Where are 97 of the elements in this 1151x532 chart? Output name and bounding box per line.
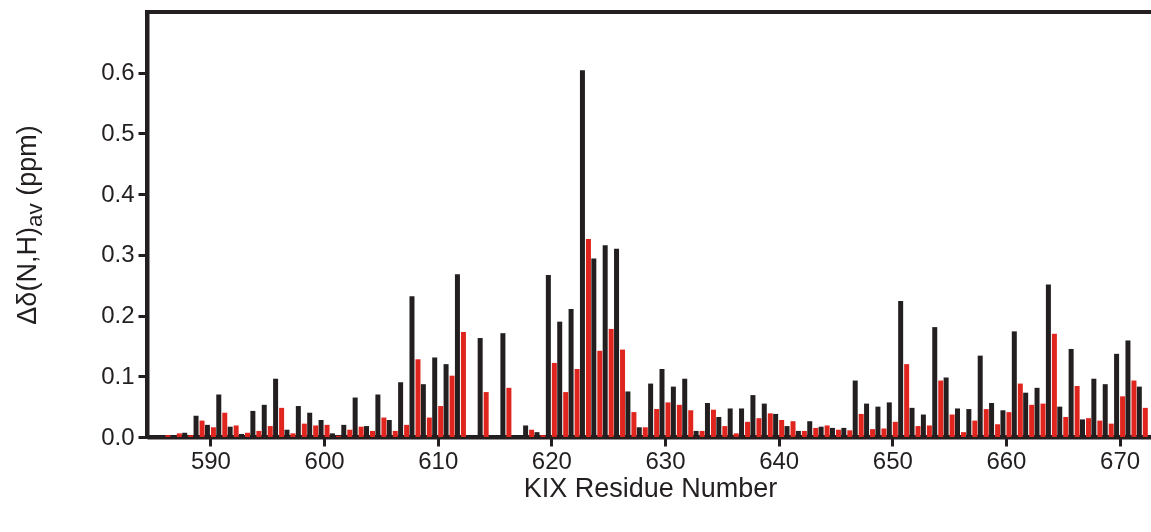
bar bbox=[301, 423, 307, 437]
bar bbox=[790, 421, 796, 437]
bar bbox=[585, 239, 591, 437]
bar bbox=[654, 409, 660, 437]
bar bbox=[858, 413, 864, 437]
bar bbox=[1108, 423, 1114, 437]
bar bbox=[631, 412, 637, 437]
bar bbox=[870, 429, 876, 437]
bar bbox=[210, 427, 216, 437]
bar bbox=[983, 409, 989, 437]
y-tick-label: 0.2 bbox=[101, 301, 135, 329]
bar bbox=[551, 362, 557, 437]
bar bbox=[392, 430, 398, 437]
bar bbox=[1006, 412, 1012, 437]
bar bbox=[813, 427, 819, 437]
bar bbox=[1085, 418, 1091, 437]
bar bbox=[881, 428, 887, 437]
bar bbox=[847, 430, 853, 437]
bar bbox=[824, 425, 830, 437]
bar bbox=[483, 392, 489, 437]
bar bbox=[1120, 396, 1126, 437]
bar bbox=[460, 331, 466, 437]
bar bbox=[949, 414, 955, 437]
bar bbox=[370, 430, 376, 437]
y-tick-label: 0.6 bbox=[101, 58, 135, 86]
bar bbox=[1017, 383, 1023, 437]
x-tick-label: 630 bbox=[645, 446, 686, 474]
bar bbox=[245, 432, 251, 437]
bar bbox=[1074, 386, 1080, 437]
x-tick-label: 670 bbox=[1100, 446, 1141, 474]
bar bbox=[347, 429, 353, 437]
y-tick-label: 0.1 bbox=[101, 361, 135, 389]
bar bbox=[233, 425, 239, 437]
bar bbox=[779, 420, 785, 437]
bar bbox=[710, 409, 716, 437]
bar bbox=[688, 410, 694, 437]
x-tick-label: 600 bbox=[304, 446, 345, 474]
bar bbox=[597, 350, 603, 437]
bar bbox=[995, 424, 1001, 437]
bar bbox=[745, 421, 751, 437]
bar bbox=[529, 429, 535, 437]
x-tick-label: 620 bbox=[531, 446, 572, 474]
bar bbox=[1142, 407, 1148, 437]
bar bbox=[438, 406, 444, 437]
bar bbox=[676, 404, 682, 437]
bar bbox=[972, 420, 978, 437]
bar bbox=[426, 417, 432, 437]
bar bbox=[381, 417, 387, 437]
bar bbox=[960, 432, 966, 437]
bar bbox=[563, 392, 569, 437]
bar bbox=[926, 425, 932, 437]
bar bbox=[290, 433, 296, 437]
bar bbox=[222, 412, 228, 437]
x-axis-title: KIX Residue Number bbox=[523, 472, 778, 503]
bar bbox=[665, 402, 671, 437]
bar bbox=[449, 375, 455, 437]
bar bbox=[1051, 333, 1057, 437]
bar bbox=[324, 424, 330, 437]
y-tick-label: 0.5 bbox=[101, 118, 135, 146]
bar bbox=[313, 425, 319, 437]
bar bbox=[642, 427, 648, 437]
bar bbox=[267, 426, 273, 437]
bar bbox=[801, 430, 807, 437]
bar bbox=[1063, 416, 1069, 437]
bar bbox=[506, 387, 512, 437]
bar bbox=[404, 424, 410, 437]
bar bbox=[904, 364, 910, 437]
bar bbox=[358, 426, 364, 437]
bar bbox=[1040, 403, 1046, 437]
bar bbox=[574, 369, 580, 437]
x-tick-label: 640 bbox=[759, 446, 800, 474]
bar bbox=[733, 433, 739, 437]
bar bbox=[1097, 420, 1103, 437]
bar bbox=[608, 328, 614, 437]
bar bbox=[1029, 404, 1035, 437]
bar bbox=[176, 433, 182, 437]
x-tick-label: 610 bbox=[418, 446, 459, 474]
bar bbox=[415, 359, 421, 437]
bar bbox=[767, 413, 773, 437]
y-tick-label: 0.0 bbox=[101, 422, 135, 450]
bar bbox=[835, 429, 841, 437]
x-tick-label: 650 bbox=[872, 446, 913, 474]
y-tick-label: 0.4 bbox=[101, 179, 135, 207]
bar bbox=[892, 421, 898, 437]
x-tick-label: 590 bbox=[190, 446, 231, 474]
bar bbox=[279, 407, 285, 437]
bar bbox=[699, 430, 705, 437]
bar bbox=[722, 426, 728, 437]
bar bbox=[938, 380, 944, 437]
y-tick-label: 0.3 bbox=[101, 240, 135, 268]
bar bbox=[199, 420, 205, 437]
x-tick-label: 660 bbox=[986, 446, 1027, 474]
bar bbox=[1131, 380, 1137, 437]
bar bbox=[915, 426, 921, 437]
bar bbox=[256, 430, 262, 437]
bar bbox=[620, 349, 626, 437]
bar bbox=[756, 418, 762, 437]
